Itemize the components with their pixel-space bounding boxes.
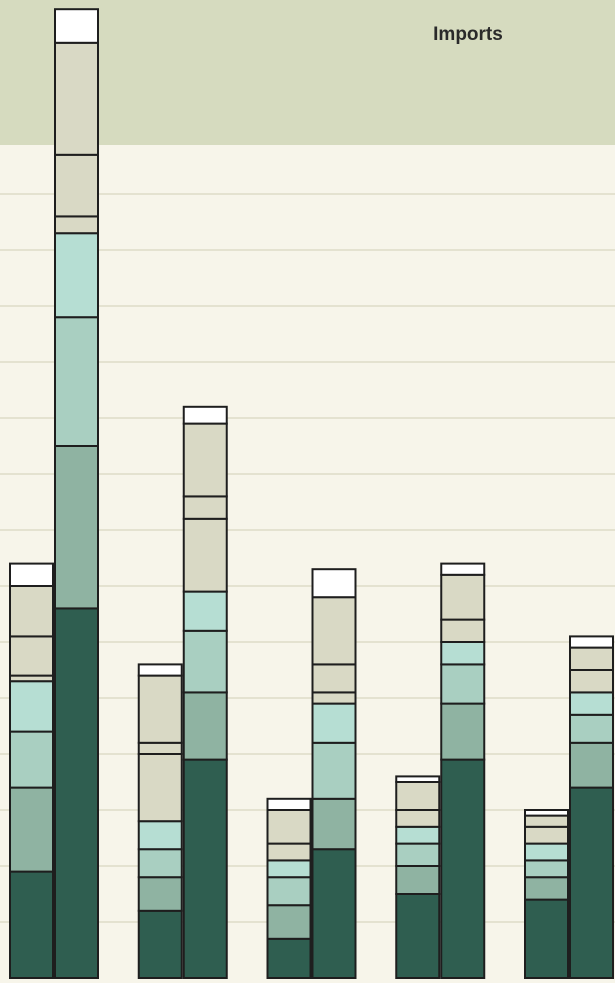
- bar-segment: [266, 809, 312, 845]
- bar-segment: [54, 445, 99, 610]
- bar-segment: [54, 607, 99, 980]
- bar-segment: [395, 781, 441, 811]
- bar-segment: [182, 422, 228, 498]
- bar-segment: [182, 405, 228, 425]
- bar-segment: [440, 562, 486, 576]
- bar-segment: [266, 797, 312, 811]
- bar-segment: [137, 674, 183, 744]
- bar-segment: [182, 629, 228, 694]
- bar-segment: [137, 848, 183, 879]
- bar-segment: [569, 741, 614, 789]
- bar-segment: [524, 825, 569, 845]
- bar-segment: [395, 893, 441, 979]
- bar-segment: [266, 876, 312, 907]
- bar-segment: [266, 904, 312, 940]
- bar-segment: [9, 786, 54, 873]
- bar-segment: [311, 848, 357, 980]
- bar-segment: [137, 753, 183, 823]
- bar-segment: [395, 825, 441, 845]
- bar-segment: [182, 590, 228, 632]
- bar-segment: [54, 8, 99, 44]
- bar-segment: [137, 663, 183, 677]
- bar-segment: [395, 809, 441, 828]
- bar-segment: [137, 820, 183, 851]
- bar-segment: [311, 568, 357, 599]
- bar-segment: [9, 870, 54, 979]
- bar-segment: [182, 495, 228, 520]
- bar-segment: [524, 859, 569, 879]
- bar-segment: [395, 865, 441, 895]
- bar-segment: [54, 153, 99, 218]
- bars: [9, 8, 614, 980]
- bar-segment: [440, 702, 486, 761]
- bar-segment: [311, 596, 357, 666]
- chart-title: Imports: [433, 24, 503, 45]
- bar-segment: [440, 573, 486, 621]
- bar-segment: [9, 562, 54, 587]
- bar-segment: [569, 691, 614, 716]
- bar-segment: [9, 585, 54, 638]
- bar-segment: [9, 635, 54, 677]
- bar-segment: [182, 517, 228, 593]
- header-band: [0, 0, 615, 145]
- bar-segment: [440, 641, 486, 666]
- bar-segment: [54, 41, 99, 156]
- bar-segment: [440, 663, 486, 705]
- bar-segment: [395, 775, 441, 784]
- bar-segment: [569, 786, 614, 979]
- bar-segment: [266, 937, 312, 979]
- bar-segment: [137, 909, 183, 979]
- bar-segment: [524, 809, 569, 817]
- bar-segment: [311, 702, 357, 744]
- bar-segment: [524, 898, 569, 979]
- bar-segment: [9, 680, 54, 733]
- bar-segment: [311, 663, 357, 694]
- bar-segment: [311, 797, 357, 851]
- bar-segment: [569, 713, 614, 744]
- bar-segment: [182, 691, 228, 761]
- bar-segment: [395, 842, 441, 867]
- bar-segment: [311, 741, 357, 800]
- bar-segment: [137, 876, 183, 912]
- bar-segment: [440, 618, 486, 643]
- bar-segment: [54, 232, 99, 319]
- bar-segment: [9, 730, 54, 789]
- bar-segment: [266, 859, 312, 879]
- bar-segment: [569, 635, 614, 649]
- bar-segment: [54, 215, 99, 235]
- bar-segment: [182, 758, 228, 979]
- bar-segment: [524, 876, 569, 901]
- bar-segment: [54, 316, 99, 448]
- bar-segment: [311, 691, 357, 705]
- bar-segment: [440, 758, 486, 979]
- bar-segment: [266, 842, 312, 862]
- bar-segment: [569, 669, 614, 694]
- bar-segment: [524, 814, 569, 828]
- bar-segment: [137, 741, 183, 755]
- bar-segment: [569, 646, 614, 671]
- bar-segment: [524, 842, 569, 862]
